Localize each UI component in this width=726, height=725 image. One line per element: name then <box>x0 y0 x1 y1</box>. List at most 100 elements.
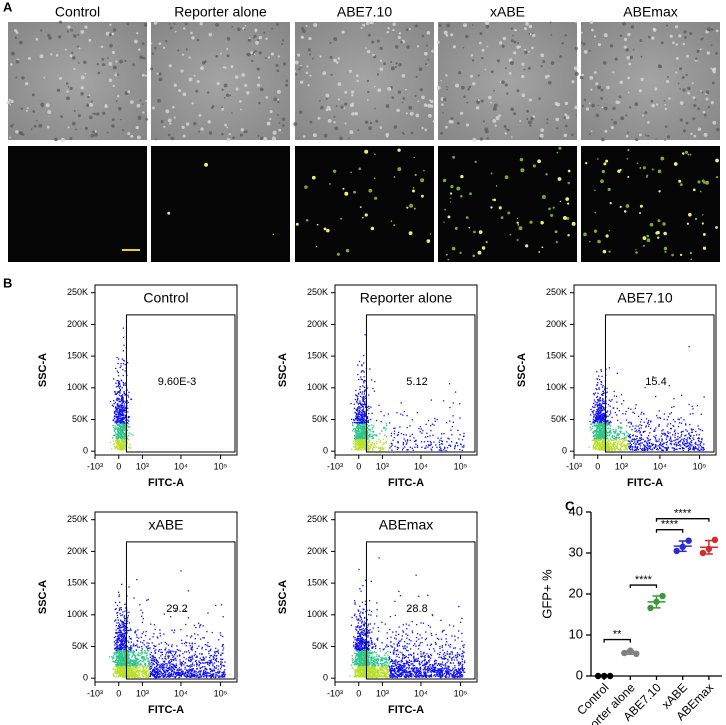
cell <box>328 119 332 123</box>
cell <box>27 107 29 109</box>
event <box>596 404 597 405</box>
cell <box>678 83 680 85</box>
event <box>638 430 639 431</box>
cell <box>170 27 173 30</box>
cell <box>193 122 197 126</box>
y-tick-label: 150K <box>307 350 328 360</box>
event <box>698 444 699 445</box>
event <box>122 369 123 370</box>
cell <box>260 88 264 92</box>
event <box>424 441 425 442</box>
cell <box>338 82 342 86</box>
fluorescent-cell <box>680 254 682 256</box>
event <box>118 634 119 635</box>
event <box>425 436 426 437</box>
event <box>124 412 125 413</box>
cell <box>525 22 529 26</box>
event <box>378 439 379 440</box>
event <box>688 346 689 347</box>
event <box>116 629 117 630</box>
cell <box>295 73 297 75</box>
event <box>117 605 118 606</box>
cell <box>269 118 271 120</box>
cell <box>245 25 247 27</box>
cell <box>244 84 247 87</box>
event <box>648 420 649 421</box>
cell <box>692 82 694 84</box>
fluorescence-image <box>151 146 290 262</box>
event <box>363 408 364 409</box>
event <box>120 429 121 430</box>
event <box>610 421 611 422</box>
event <box>625 437 626 438</box>
y-tick-label: 200K <box>67 319 88 329</box>
event <box>671 444 672 445</box>
cell <box>122 129 124 131</box>
fluorescent-cell <box>507 212 510 215</box>
y-tick-label: 150K <box>67 350 88 360</box>
cell <box>421 127 423 129</box>
event <box>119 630 120 631</box>
event <box>660 444 661 445</box>
event <box>628 440 629 441</box>
event <box>120 433 121 434</box>
event <box>439 442 440 443</box>
fluorescent-cell <box>473 231 476 234</box>
event <box>591 423 592 424</box>
event <box>655 437 656 438</box>
cell <box>139 99 141 101</box>
event <box>371 424 372 425</box>
event <box>621 428 622 429</box>
cell <box>634 102 638 106</box>
event <box>610 412 611 413</box>
fluorescent-cell <box>329 183 331 185</box>
cell <box>425 63 428 66</box>
cell <box>8 99 10 101</box>
event <box>367 437 368 438</box>
event <box>674 430 675 431</box>
event <box>120 448 121 449</box>
fluorescent-cell <box>469 192 472 195</box>
event <box>113 427 114 428</box>
event <box>119 632 120 633</box>
y-axis-label: SSC-A <box>37 353 49 387</box>
event <box>404 438 405 439</box>
event <box>619 439 620 440</box>
cell <box>19 41 23 45</box>
event <box>593 423 594 424</box>
event <box>379 433 380 434</box>
event <box>353 420 354 421</box>
cell <box>21 108 23 110</box>
event <box>444 447 445 448</box>
cell <box>318 117 321 120</box>
cell <box>226 94 229 97</box>
event <box>597 445 598 446</box>
event <box>122 614 123 615</box>
event <box>116 441 117 442</box>
cell <box>59 21 62 24</box>
event <box>364 448 365 449</box>
event <box>593 403 594 404</box>
fluorescent-cell <box>603 162 606 165</box>
event <box>129 630 130 631</box>
event <box>602 418 603 419</box>
event <box>598 387 599 388</box>
cell <box>138 48 140 50</box>
event <box>364 421 365 422</box>
cell <box>333 121 335 123</box>
cell <box>504 132 506 134</box>
cell <box>117 74 119 76</box>
event <box>449 445 450 446</box>
cell <box>325 94 329 98</box>
fluorescent-cell <box>567 182 569 184</box>
event <box>699 434 700 435</box>
event <box>443 400 444 401</box>
event <box>362 391 363 392</box>
event <box>678 445 679 446</box>
event <box>659 410 660 411</box>
cell <box>275 64 278 67</box>
event <box>391 433 392 434</box>
event <box>379 450 380 451</box>
cell <box>432 120 434 122</box>
cell <box>453 45 456 48</box>
